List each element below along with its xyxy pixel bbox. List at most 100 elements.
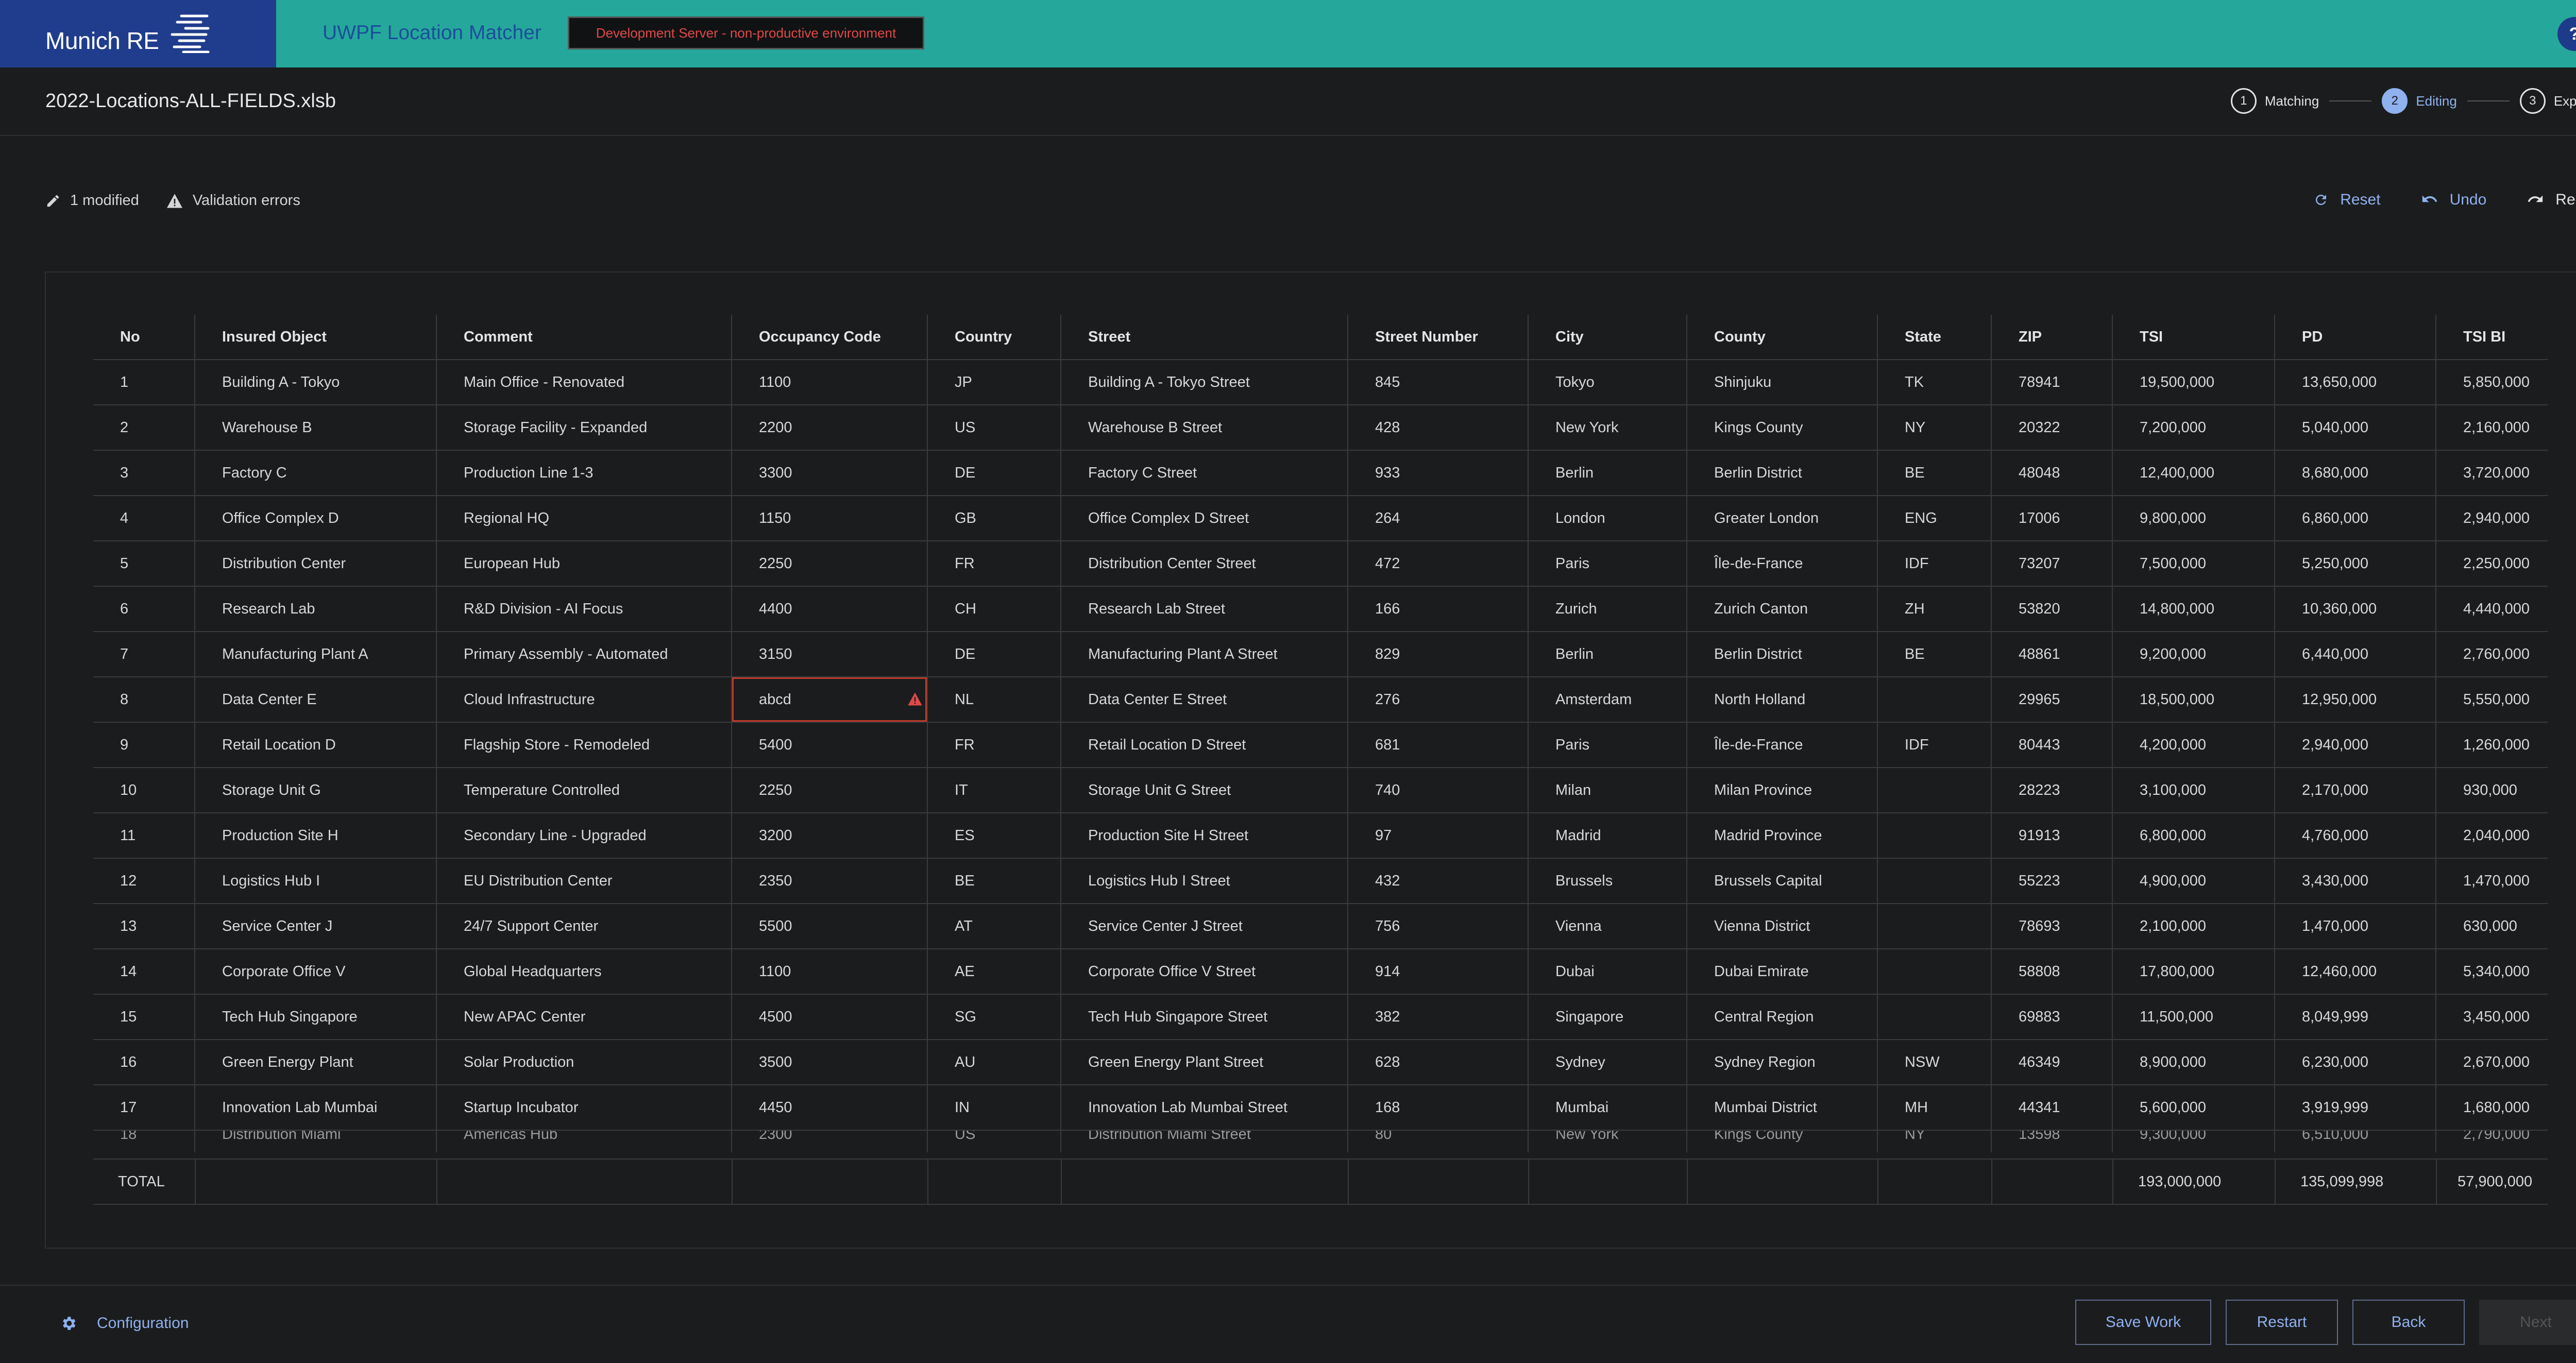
table-cell[interactable]: North Holland [1686, 677, 1877, 723]
table-cell[interactable]: New York [1528, 405, 1687, 451]
table-cell[interactable]: DE [927, 450, 1061, 496]
table-row[interactable]: 1 Building A - Tokyo Main Office - Renovat… [93, 360, 2548, 405]
table-cell[interactable]: 12,400,000 [2112, 450, 2275, 496]
table-row[interactable]: 10 Storage Unit G Temperature Controlled 22… [93, 768, 2548, 813]
table-cell[interactable]: 14,800,000 [2112, 586, 2275, 632]
table-cell[interactable]: 6,860,000 [2274, 496, 2436, 541]
table-cell[interactable]: Île-de-France [1686, 541, 1877, 587]
table-cell[interactable]: 2,160,000 [2435, 405, 2548, 451]
table-cell[interactable]: 2,940,000 [2435, 496, 2548, 541]
table-cell[interactable]: 2350 [731, 858, 927, 904]
table-cell[interactable]: DE [927, 632, 1061, 677]
table-cell[interactable]: IDF [1877, 541, 1991, 587]
table-cell[interactable]: Research Lab Street [1060, 586, 1348, 632]
table-cell[interactable] [1877, 994, 1991, 1040]
table-cell[interactable]: 4,760,000 [2274, 813, 2436, 859]
table-cell[interactable]: 29965 [1991, 677, 2112, 723]
table-cell[interactable]: European Hub [436, 541, 732, 587]
table-cell[interactable]: 48861 [1991, 632, 2112, 677]
table-cell[interactable]: Service Center J [194, 904, 436, 949]
table-cell[interactable]: 16 [93, 1040, 195, 1085]
table-cell[interactable]: Production Line 1-3 [436, 450, 732, 496]
table-cell[interactable]: 4,200,000 [2112, 722, 2275, 768]
table-cell[interactable]: 5,550,000 [2435, 677, 2548, 723]
table-cell[interactable]: Mumbai District [1686, 1085, 1877, 1131]
table-cell[interactable]: 829 [1347, 632, 1528, 677]
table-cell[interactable]: Regional HQ [436, 496, 732, 541]
table-cell[interactable]: NY [1877, 1130, 1991, 1152]
table-cell[interactable]: 3300 [731, 450, 927, 496]
table-cell[interactable]: New York [1528, 1130, 1687, 1152]
column-header[interactable]: TSI BI [2435, 315, 2548, 360]
table-cell[interactable]: Storage Unit G [194, 768, 436, 813]
column-header[interactable]: No [93, 315, 195, 360]
table-row[interactable]: 12 Logistics Hub I EU Distribution Center 2… [93, 858, 2548, 904]
table-cell[interactable]: Vienna District [1686, 904, 1877, 949]
table-cell[interactable]: Primary Assembly - Automated [436, 632, 732, 677]
table-cell[interactable]: 3150 [731, 632, 927, 677]
table-cell[interactable]: 13598 [1991, 1130, 2112, 1152]
table-cell[interactable]: Storage Facility - Expanded [436, 405, 732, 451]
table-cell[interactable] [1877, 949, 1991, 995]
table-cell[interactable]: 3,430,000 [2274, 858, 2436, 904]
table-cell[interactable]: Distribution Center [194, 541, 436, 587]
table-cell[interactable]: Startup Incubator [436, 1085, 732, 1131]
table-cell[interactable]: 6,230,000 [2274, 1040, 2436, 1085]
modified-status[interactable]: 1 modified [45, 192, 139, 209]
table-cell[interactable]: 264 [1347, 496, 1528, 541]
table-cell[interactable]: 6 [93, 586, 195, 632]
table-row[interactable]: 5 Distribution Center European Hub 2250 FR Di… [93, 541, 2548, 587]
table-cell[interactable]: TK [1877, 360, 1991, 405]
table-cell[interactable]: 5400 [731, 722, 927, 768]
table-cell[interactable]: 845 [1347, 360, 1528, 405]
table-cell[interactable]: 5 [93, 541, 195, 587]
table-row[interactable]: 14 Corporate Office V Global Headquarters 1… [93, 949, 2548, 995]
table-cell[interactable]: Shinjuku [1686, 360, 1877, 405]
table-cell[interactable]: R&D Division - AI Focus [436, 586, 732, 632]
table-cell[interactable]: 19,500,000 [2112, 360, 2275, 405]
table-cell[interactable]: 3,919,999 [2274, 1085, 2436, 1131]
table-cell[interactable]: 5500 [731, 904, 927, 949]
table-cell[interactable]: AE [927, 949, 1061, 995]
redo-button[interactable]: Redo [2527, 191, 2576, 209]
table-cell[interactable]: 2,670,000 [2435, 1040, 2548, 1085]
brand-logo[interactable]: Munich RE [0, 0, 276, 67]
table-cell[interactable]: Data Center E Street [1060, 677, 1348, 723]
table-cell[interactable]: Data Center E [194, 677, 436, 723]
table-cell[interactable]: CH [927, 586, 1061, 632]
table-cell[interactable]: 681 [1347, 722, 1528, 768]
step-editing[interactable]: 2 Editing [2382, 88, 2457, 114]
table-cell[interactable]: 4 [93, 496, 195, 541]
table-cell[interactable]: Berlin District [1686, 450, 1877, 496]
table-cell[interactable]: 7,200,000 [2112, 405, 2275, 451]
table-row[interactable]: 9 Retail Location D Flagship Store - Remod… [93, 722, 2548, 768]
table-cell[interactable]: 6,440,000 [2274, 632, 2436, 677]
table-cell[interactable]: New APAC Center [436, 994, 732, 1040]
table-cell[interactable]: Green Energy Plant [194, 1040, 436, 1085]
table-cell-error[interactable]: abcd [731, 677, 927, 723]
table-cell[interactable]: 28223 [1991, 768, 2112, 813]
table-cell[interactable]: Distribution Miami Street [1060, 1130, 1348, 1152]
table-cell[interactable]: Building A - Tokyo [194, 360, 436, 405]
table-cell[interactable] [1877, 677, 1991, 723]
table-cell[interactable]: 1150 [731, 496, 927, 541]
reset-button[interactable]: Reset [2313, 191, 2381, 209]
table-cell[interactable]: 1100 [731, 360, 927, 405]
table-cell[interactable]: 3200 [731, 813, 927, 859]
table-cell[interactable]: Brussels Capital [1686, 858, 1877, 904]
table-cell[interactable]: 4450 [731, 1085, 927, 1131]
table-cell[interactable]: Research Lab [194, 586, 436, 632]
table-cell[interactable]: 168 [1347, 1085, 1528, 1131]
table-cell[interactable]: Office Complex D [194, 496, 436, 541]
table-cell[interactable]: 18 [93, 1130, 195, 1152]
step-export[interactable]: 3 Export [2519, 88, 2576, 114]
table-cell[interactable]: IN [927, 1085, 1061, 1131]
table-cell[interactable]: 58808 [1991, 949, 2112, 995]
table-cell[interactable]: 756 [1347, 904, 1528, 949]
table-cell[interactable]: 1,470,000 [2435, 858, 2548, 904]
table-cell[interactable]: 3,450,000 [2435, 994, 2548, 1040]
table-cell[interactable]: 2200 [731, 405, 927, 451]
table-cell[interactable]: 5,850,000 [2435, 360, 2548, 405]
table-cell[interactable]: 6,800,000 [2112, 813, 2275, 859]
table-cell[interactable]: Madrid Province [1686, 813, 1877, 859]
